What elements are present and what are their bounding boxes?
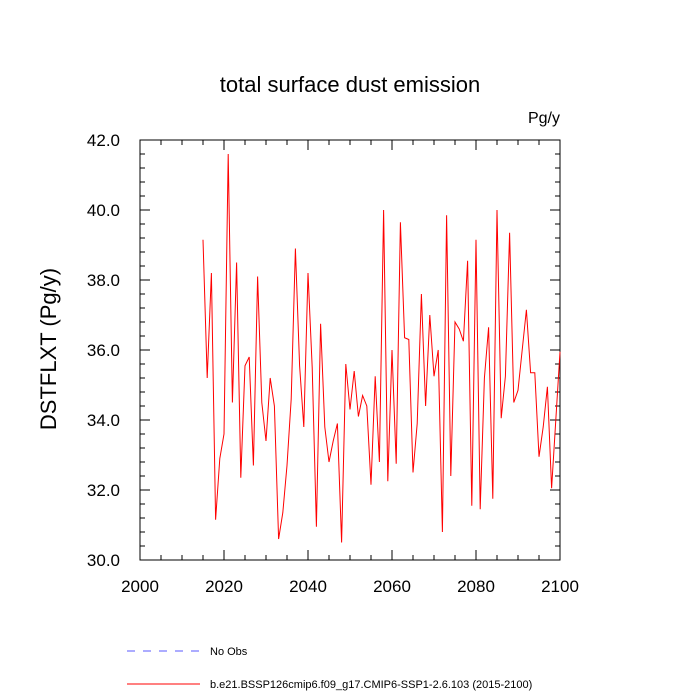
y-tick-label: 34.0 [87, 411, 120, 430]
legend: No Obs b.e21.BSSP126cmip6.f09_g17.CMIP6-S… [127, 646, 532, 691]
chart-title: total surface dust emission [220, 72, 480, 97]
chart-units: Pg/y [528, 110, 560, 127]
y-axis-label: DSTFLXT (Pg/y) [36, 268, 61, 430]
y-tick-label: 38.0 [87, 271, 120, 290]
x-tick-label: 2060 [373, 577, 411, 596]
y-tick-label: 30.0 [87, 551, 120, 570]
x-tick-label: 2000 [121, 577, 159, 596]
x-tick-label: 2100 [541, 577, 579, 596]
x-axis-ticks: 2000 2020 2040 2060 2080 2100 [121, 140, 579, 596]
legend-label-1: b.e21.BSSP126cmip6.f09_g17.CMIP6-SSP1-2.… [210, 679, 532, 691]
legend-label-0: No Obs [210, 646, 248, 658]
axes [139, 139, 561, 561]
series-group [202, 153, 561, 543]
x-tick-label: 2020 [205, 577, 243, 596]
y-tick-label: 42.0 [87, 131, 120, 150]
y-tick-label: 36.0 [87, 341, 120, 360]
x-tick-label: 2040 [289, 577, 327, 596]
x-tick-label: 2080 [457, 577, 495, 596]
y-tick-label: 32.0 [87, 481, 120, 500]
series-line-0 [202, 153, 561, 543]
y-axis-ticks: 30.0 32.0 34.0 36.0 38.0 40.0 42.0 [87, 131, 560, 570]
y-tick-label: 40.0 [87, 201, 120, 220]
plot-frame [139, 139, 561, 561]
